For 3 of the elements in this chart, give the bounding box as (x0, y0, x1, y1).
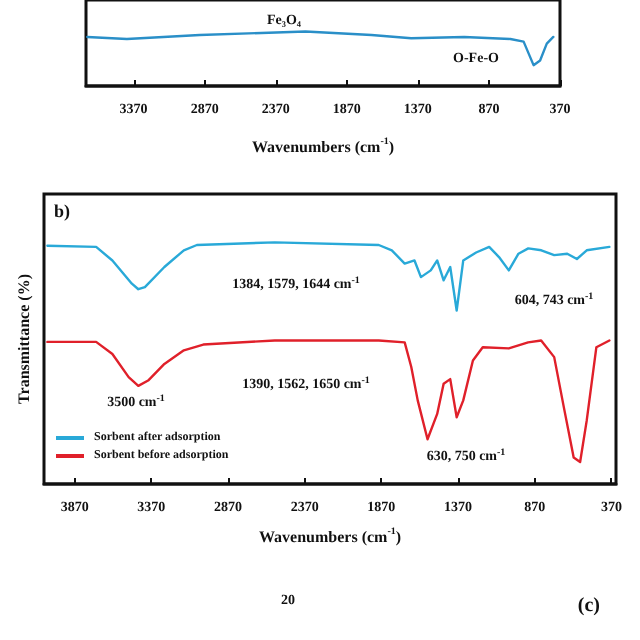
text: (c) (577, 595, 601, 617)
chart-title: b) (54, 201, 71, 221)
y-axis-title: Transmittance (%) (15, 273, 33, 404)
